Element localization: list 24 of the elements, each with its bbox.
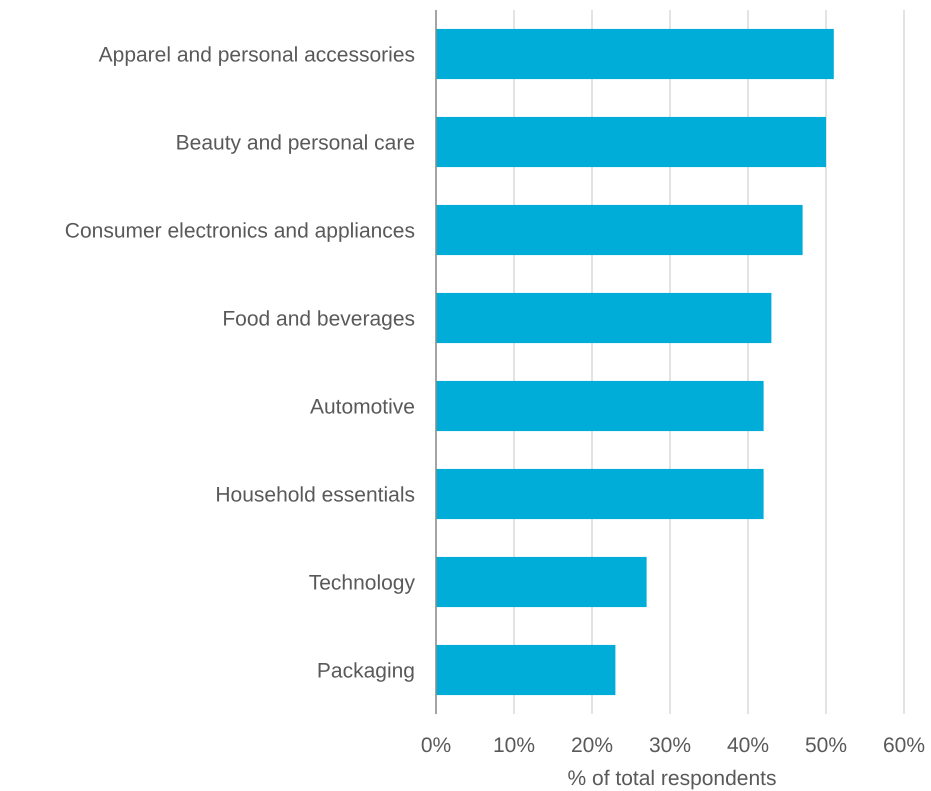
x-tick-label: 40% xyxy=(726,734,770,757)
y-tick-label: Beauty and personal care xyxy=(176,131,415,154)
x-tick-label: 0% xyxy=(420,734,452,757)
x-tick-label: 10% xyxy=(492,734,536,757)
x-tick-label: 30% xyxy=(648,734,692,757)
x-tick-label: 20% xyxy=(570,734,614,757)
y-tick-label: Household essentials xyxy=(215,483,415,506)
x-tick-label: 60% xyxy=(882,734,926,757)
bar xyxy=(436,556,647,608)
y-tick-label: Technology xyxy=(308,571,416,594)
bar xyxy=(436,28,834,80)
y-tick-label: Food and beverages xyxy=(222,307,415,330)
y-tick-label: Consumer electronics and appliances xyxy=(64,219,415,242)
bar xyxy=(436,292,772,344)
bar xyxy=(436,644,616,696)
y-tick-label: Packaging xyxy=(316,659,415,682)
bar xyxy=(436,116,826,168)
bar xyxy=(436,380,764,432)
bar xyxy=(436,204,803,256)
x-axis-title: % of total respondents xyxy=(568,767,776,790)
x-tick-label: 50% xyxy=(804,734,848,757)
y-tick-label: Apparel and personal accessories xyxy=(98,43,415,66)
bar xyxy=(436,468,764,520)
y-tick-label: Automotive xyxy=(310,395,415,418)
